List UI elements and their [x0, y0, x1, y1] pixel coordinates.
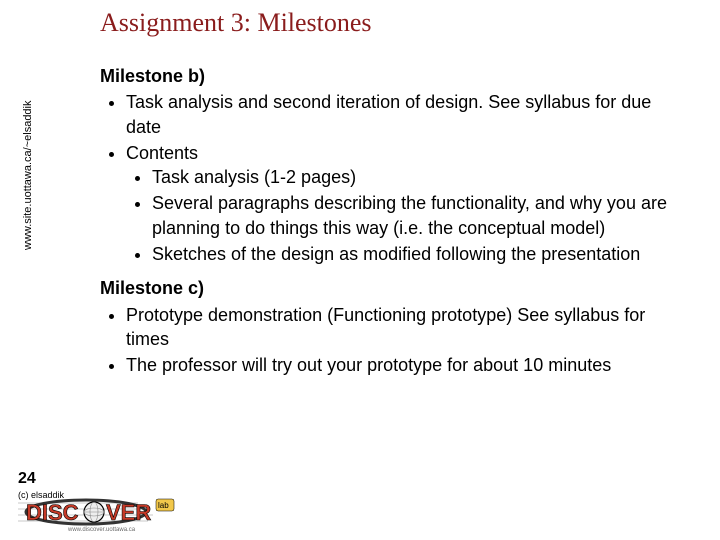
logo-text-ver: VER	[106, 500, 151, 525]
globe-icon	[84, 502, 104, 522]
sidebar-url: www.site.uottawa.ca/~elsaddik	[22, 101, 34, 251]
logo-text-disc: DISC	[26, 500, 79, 525]
content-body: Milestone b) Task analysis and second it…	[100, 60, 690, 380]
milestone-b-item: Task analysis and second iteration of de…	[126, 90, 690, 139]
milestone-b-item-label: Contents	[126, 143, 198, 163]
milestone-c-item: The professor will try out your prototyp…	[126, 353, 690, 377]
logo-badge-text: lab	[158, 501, 169, 510]
milestone-c-item: Prototype demonstration (Functioning pro…	[126, 303, 690, 352]
milestone-b-sublist: Task analysis (1-2 pages) Several paragr…	[126, 165, 690, 266]
milestone-b-subitem: Sketches of the design as modified follo…	[152, 242, 690, 266]
discover-logo: DISC VER lab www.discover.uottawa.ca	[18, 497, 178, 538]
page-number: 24	[18, 470, 36, 488]
milestone-c-list: Prototype demonstration (Functioning pro…	[100, 303, 690, 378]
discover-logo-svg: DISC VER lab www.discover.uottawa.ca	[18, 497, 178, 533]
logo-url: www.discover.uottawa.ca	[67, 527, 136, 533]
milestone-b-item: Contents Task analysis (1-2 pages) Sever…	[126, 141, 690, 266]
milestone-b-subitem: Several paragraphs describing the functi…	[152, 191, 690, 240]
milestone-b-list: Task analysis and second iteration of de…	[100, 90, 690, 266]
milestone-c-heading: Milestone c)	[100, 276, 690, 300]
milestone-b-subitem: Task analysis (1-2 pages)	[152, 165, 690, 189]
slide-title: Assignment 3: Milestones	[100, 8, 372, 38]
milestone-b-heading: Milestone b)	[100, 64, 690, 88]
